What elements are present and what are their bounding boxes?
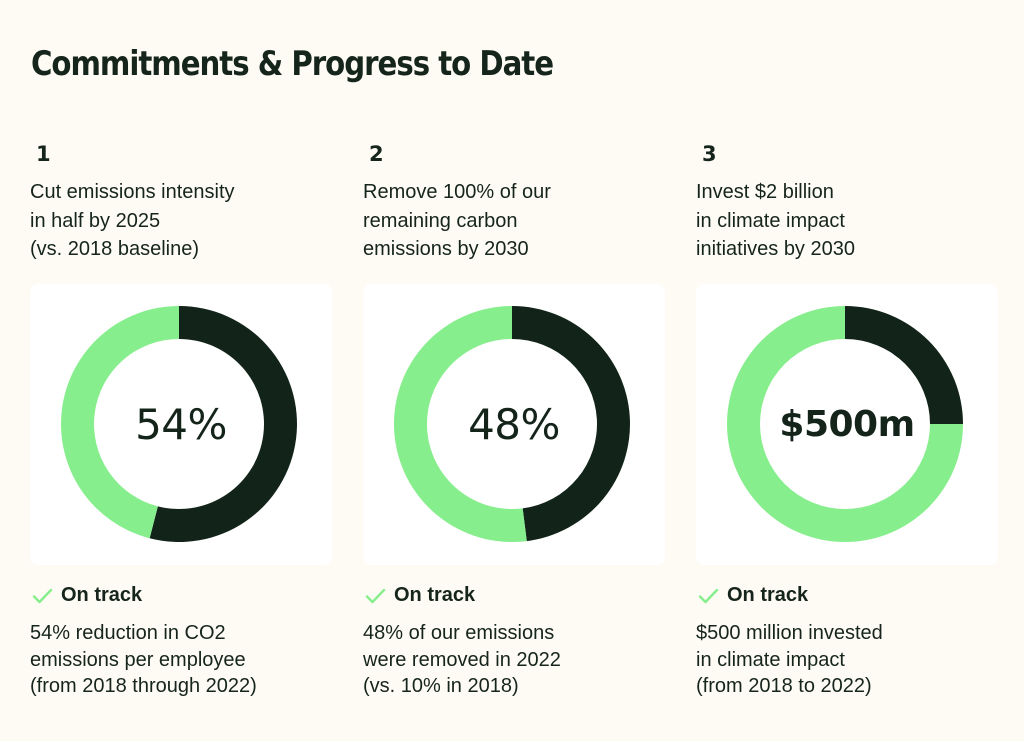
check-icon	[365, 588, 386, 604]
status-row: On track	[365, 584, 475, 607]
donut-chart	[394, 306, 631, 542]
commitment-description: Invest $2 billion in climate impact init…	[696, 181, 855, 260]
donut-slice-progress	[149, 306, 297, 542]
status-row: On track	[32, 584, 142, 607]
progress-note: 48% of our emissions were removed in 202…	[363, 622, 561, 697]
status-label: On track	[727, 584, 809, 606]
check-icon	[698, 588, 719, 604]
donut-center-value: 54%	[135, 400, 227, 449]
commitment-number: 2	[369, 142, 384, 166]
donut-slice-progress	[512, 306, 631, 542]
donut-center-value: $500m	[779, 404, 915, 445]
status-row: On track	[698, 584, 808, 607]
progress-note: $500 million invested in climate impact …	[696, 622, 883, 697]
donut-center-value: 48%	[468, 400, 560, 449]
commitment-description: Cut emissions intensity in half by 2025 …	[30, 181, 235, 260]
donut-slice-progress	[845, 306, 963, 424]
commitment-3: 3 Invest $2 billion in climate impact in…	[696, 0, 998, 741]
status-label: On track	[394, 584, 476, 606]
donut-card: 54%	[30, 284, 332, 565]
page-title: Commitments & Progress to Date	[31, 44, 554, 84]
donut-card: 48%	[363, 284, 665, 565]
donut-chart	[727, 306, 963, 542]
commitment-number: 3	[702, 142, 717, 166]
progress-note: 54% reduction in CO2 emissions per emplo…	[30, 622, 257, 697]
commitment-2: 2 Remove 100% of our remaining carbon em…	[363, 0, 665, 741]
check-icon	[32, 588, 53, 604]
commitment-1: 1 Cut emissions intensity in half by 202…	[30, 0, 332, 741]
donut-slice-remaining	[61, 306, 179, 539]
donut-chart	[61, 306, 297, 542]
donut-slice-remaining	[394, 306, 527, 542]
commitment-number: 1	[36, 142, 51, 166]
status-label: On track	[61, 584, 143, 606]
donut-card: $500m	[696, 284, 998, 565]
commitment-description: Remove 100% of our remaining carbon emis…	[363, 181, 551, 260]
